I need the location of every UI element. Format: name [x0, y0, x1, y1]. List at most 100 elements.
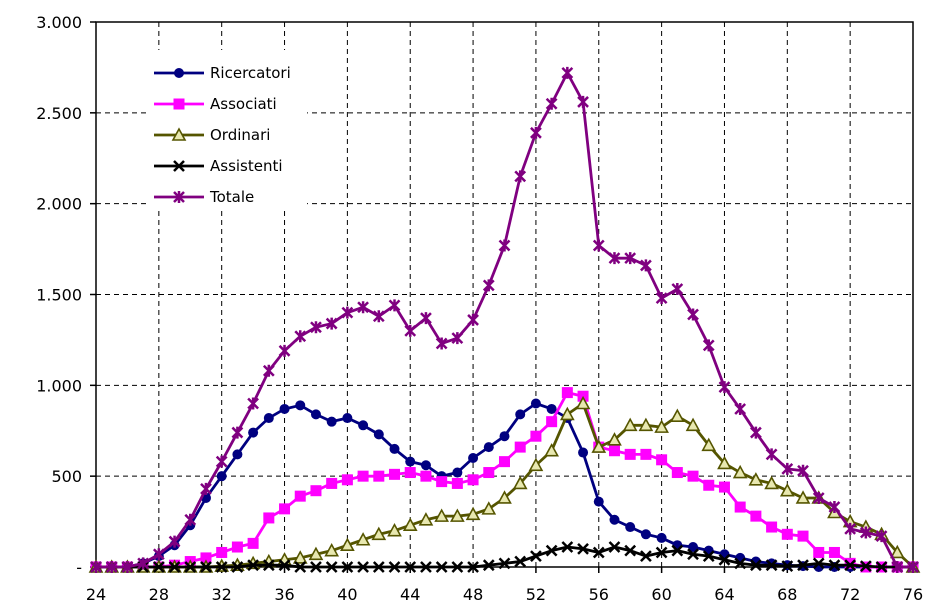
data-point — [748, 472, 764, 486]
data-point — [434, 508, 450, 522]
data-point — [734, 557, 747, 570]
data-point — [907, 561, 919, 573]
data-point — [465, 506, 481, 521]
data-point — [325, 561, 338, 573]
legend-item-associati: Associati — [154, 95, 277, 113]
data-point — [812, 491, 825, 504]
data-point — [844, 557, 856, 569]
x-tick-label: 32 — [212, 585, 232, 604]
x-tick-label: 64 — [714, 585, 734, 604]
legend-label: Totale — [209, 188, 254, 206]
data-point — [308, 546, 324, 561]
data-point — [200, 482, 212, 495]
data-point — [436, 476, 448, 488]
data-point — [278, 559, 291, 572]
data-point — [654, 419, 669, 433]
legend-item-totale: Totale — [154, 188, 254, 206]
data-point — [388, 299, 401, 312]
data-point — [497, 490, 512, 504]
data-point — [795, 490, 811, 504]
data-point — [828, 559, 841, 572]
data-point — [765, 448, 778, 461]
data-point — [687, 470, 699, 482]
data-point — [718, 553, 731, 566]
data-point — [685, 417, 701, 432]
data-point — [232, 449, 243, 460]
data-point — [889, 544, 905, 559]
data-point — [514, 441, 526, 453]
data-point — [483, 442, 494, 453]
data-point — [420, 561, 432, 573]
data-point — [326, 477, 338, 489]
data-point — [340, 537, 355, 552]
legend-label: Ricercatori — [210, 64, 291, 82]
legend-item-ricercatori: Ricercatori — [154, 64, 291, 82]
data-point — [152, 548, 165, 561]
data-point — [561, 541, 574, 553]
data-point — [450, 508, 465, 522]
data-point — [545, 97, 558, 110]
data-point — [468, 453, 479, 463]
data-point — [325, 317, 338, 330]
data-point — [262, 364, 275, 377]
data-point — [781, 528, 793, 540]
data-point — [451, 561, 464, 573]
data-point — [750, 559, 762, 572]
data-point — [247, 537, 259, 549]
data-point — [294, 330, 307, 343]
series-group — [88, 66, 921, 573]
data-point — [624, 448, 636, 460]
data-point — [891, 561, 904, 573]
data-point — [624, 252, 637, 265]
data-point — [357, 301, 369, 314]
data-point — [671, 544, 684, 557]
data-point — [467, 561, 479, 573]
data-point — [702, 339, 715, 352]
data-point — [294, 561, 307, 573]
legend-marker — [174, 68, 184, 78]
y-axis-ticks: - 500 1.000 1.500 2.000 2.500 3.000 — [36, 13, 96, 577]
data-point — [638, 417, 654, 432]
data-point — [373, 429, 384, 440]
data-point — [168, 561, 181, 573]
data-point — [779, 483, 795, 497]
x-tick-label: 28 — [149, 585, 169, 604]
data-point — [813, 546, 825, 558]
y-tick-label: - — [76, 558, 82, 577]
data-point — [435, 561, 448, 573]
data-point — [592, 546, 605, 559]
data-point — [514, 555, 527, 568]
data-point — [482, 559, 495, 572]
data-point — [405, 456, 416, 467]
data-point — [168, 535, 181, 548]
data-point — [687, 548, 699, 561]
data-point — [467, 313, 479, 326]
data-point — [812, 557, 825, 570]
data-point — [530, 398, 541, 409]
legend-marker — [173, 160, 185, 172]
data-point — [530, 430, 542, 442]
data-point — [688, 542, 699, 553]
data-point — [278, 344, 291, 357]
data-point — [545, 544, 558, 557]
data-point — [279, 503, 291, 515]
data-point — [499, 431, 510, 442]
data-point — [310, 321, 322, 334]
data-point — [797, 530, 809, 542]
data-point — [200, 552, 212, 564]
data-point — [373, 470, 385, 482]
data-point — [561, 66, 574, 79]
data-point — [90, 561, 102, 573]
data-point — [640, 550, 652, 562]
data-point — [781, 462, 794, 475]
data-point — [530, 126, 542, 139]
data-point — [702, 550, 715, 562]
data-point — [200, 561, 212, 573]
legend-item-ordinari: Ordinari — [154, 126, 270, 144]
data-point — [514, 170, 527, 183]
legend-item-assistenti: Assistenti — [154, 157, 283, 175]
data-point — [781, 560, 794, 572]
data-point — [310, 485, 322, 497]
data-point — [341, 561, 354, 573]
